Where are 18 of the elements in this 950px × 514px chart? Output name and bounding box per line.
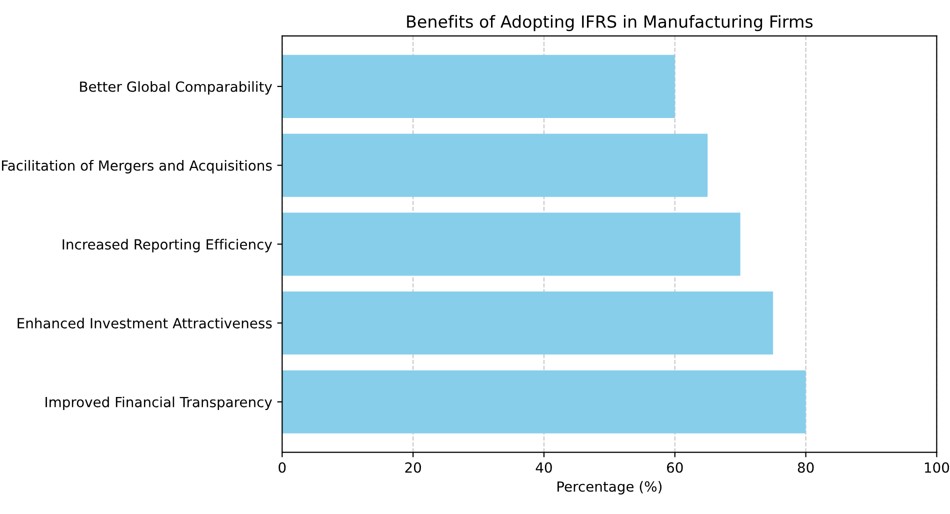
x-axis-title: Percentage (%) (558, 481, 662, 494)
y-tick-label: Facilitation of Mergers and Acquisitions (2, 160, 272, 174)
x-tick-label: 100 (924, 462, 950, 473)
chart-title: Benefits of Adopting IFRS in Manufacturing Firms (407, 14, 813, 32)
bar (282, 370, 806, 434)
bar (282, 54, 675, 118)
y-tick-label: Better Global Comparability (80, 81, 272, 95)
x-tick-label: 0 (278, 462, 286, 473)
bar (282, 291, 774, 355)
x-tick-label: 40 (536, 462, 552, 473)
bar (282, 134, 708, 197)
bar (282, 212, 740, 276)
y-tick-label: Increased Reporting Efficiency (62, 238, 272, 252)
x-tick-label: 80 (798, 462, 814, 473)
x-tick-label: 20 (405, 462, 421, 473)
x-tick-label: 60 (667, 462, 683, 473)
y-tick-label: Improved Financial Transparency (46, 396, 272, 410)
y-tick-label: Enhanced Investment Attractiveness (18, 318, 272, 328)
